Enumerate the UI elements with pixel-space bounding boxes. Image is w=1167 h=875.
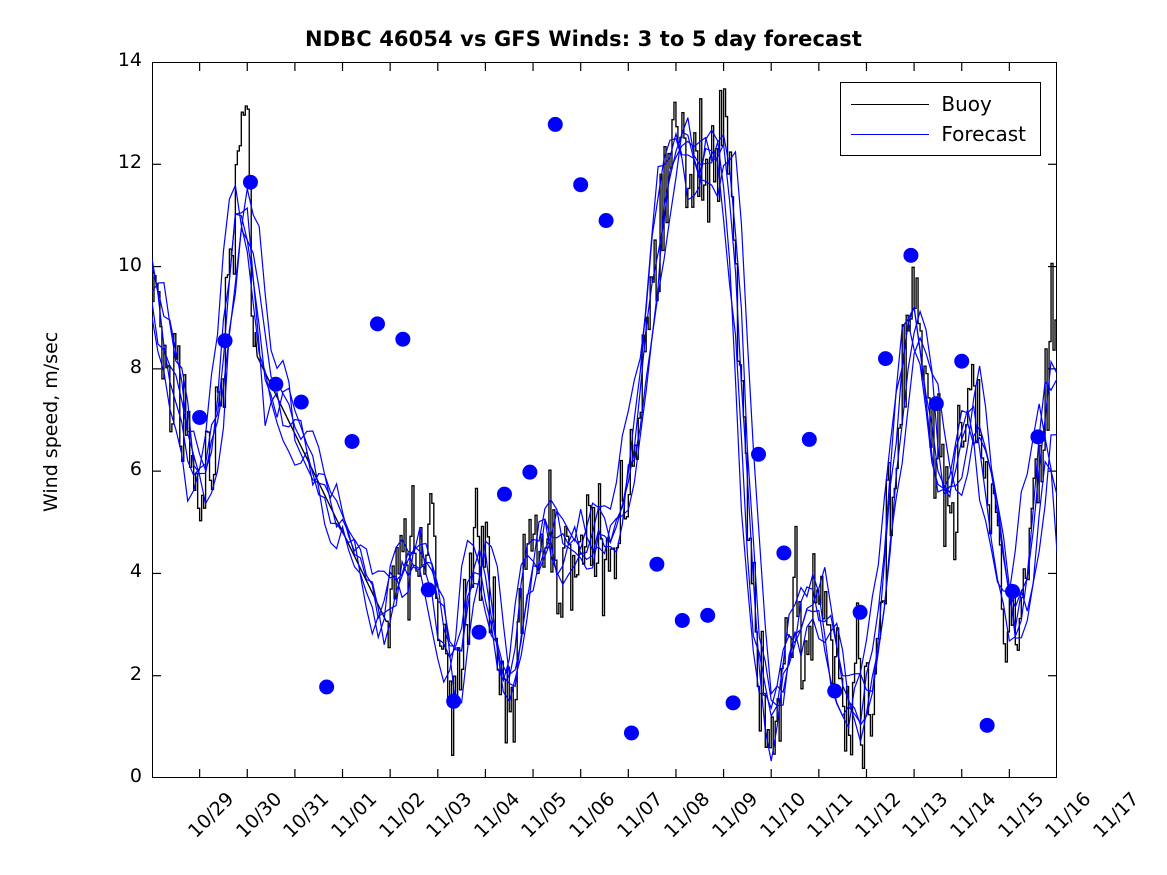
x-tick-label: 11/16 (1041, 788, 1096, 843)
legend-label-buoy: Buoy (941, 92, 992, 116)
legend-swatch-forecast (851, 133, 930, 135)
x-tick-label: 11/14 (946, 788, 1001, 843)
forecast-marker (852, 604, 868, 620)
forecast-marker (776, 545, 792, 561)
legend-label-forecast: Forecast (941, 122, 1026, 146)
x-tick-label: 11/03 (422, 788, 477, 843)
forecast-marker (446, 693, 462, 709)
x-tick-label: 11/17 (1089, 788, 1144, 843)
forecast-marker (369, 316, 385, 332)
x-tick-label: 11/09 (707, 788, 763, 843)
forecast-marker (801, 431, 817, 447)
forecast-marker (1005, 583, 1021, 599)
forecast-marker (979, 717, 995, 733)
legend-item-buoy: Buoy (851, 89, 1026, 119)
x-tick-label: 10/31 (279, 788, 334, 843)
x-tick-label: 11/07 (612, 788, 667, 843)
y-tick-label: 0 (129, 765, 142, 787)
forecast-marker (319, 679, 335, 695)
x-tick-label: 11/15 (993, 788, 1049, 843)
chart-canvas (152, 62, 1057, 778)
legend-item-forecast: Forecast (851, 119, 1026, 149)
series-buoy (152, 88, 1057, 770)
series-forecast (152, 117, 1057, 762)
forecast-marker (573, 177, 589, 193)
forecast-marker (471, 624, 487, 640)
forecast-marker (649, 556, 665, 572)
y-axis-label: Wind speed, m/sec (40, 331, 62, 512)
x-tick-label: 11/05 (517, 788, 572, 843)
forecast-marker (928, 396, 944, 412)
forecast-marker (268, 376, 284, 392)
chart-title: NDBC 46054 vs GFS Winds: 3 to 5 day fore… (304, 27, 863, 51)
y-tick-label: 8 (129, 355, 142, 378)
forecast-marker (725, 695, 741, 711)
forecast-marker (496, 486, 512, 502)
plot-area: Buoy Forecast (152, 62, 1057, 778)
y-tick-label: 4 (129, 560, 142, 583)
forecast-marker (751, 446, 767, 462)
forecast-marker (700, 607, 716, 623)
x-tick-label: 11/10 (755, 788, 810, 843)
y-tick-label: 2 (129, 662, 142, 685)
axes-frame (152, 62, 1057, 778)
forecast-marker (395, 331, 411, 347)
forecast-marker (192, 409, 208, 425)
data-layer (152, 62, 1057, 778)
x-tick-label: 11/13 (898, 788, 953, 843)
x-tick-label: 11/08 (660, 788, 715, 843)
x-tick-label: 11/01 (326, 788, 382, 843)
forecast-marker (344, 433, 360, 449)
forecast-marker (420, 582, 436, 598)
x-tick-label: 11/11 (803, 788, 858, 843)
legend: Buoy Forecast (840, 82, 1041, 156)
forecast-marker (827, 683, 843, 699)
forecast-marker (598, 213, 614, 229)
x-tick-label: 11/06 (565, 788, 620, 843)
forecast-marker (547, 116, 563, 132)
y-tick-label: 12 (117, 151, 142, 174)
y-tick-label: 14 (117, 49, 142, 71)
y-tick-label: 10 (117, 253, 142, 276)
forecast-markers (192, 116, 1046, 741)
forecast-marker (903, 247, 919, 263)
legend-swatch-buoy (851, 103, 930, 105)
forecast-marker (522, 464, 538, 480)
forecast-marker (1030, 429, 1046, 445)
x-tick-label: 10/30 (231, 788, 286, 843)
forecast-marker (242, 174, 258, 190)
x-tick-label: 11/12 (850, 788, 906, 843)
x-tick-label: 11/02 (374, 788, 429, 843)
forecast-marker (623, 725, 639, 741)
y-tick-label: 6 (129, 458, 142, 481)
forecast-marker (217, 333, 233, 349)
forecast-marker (878, 351, 894, 367)
x-tick-label: 11/04 (469, 788, 525, 843)
forecast-marker (293, 394, 309, 410)
x-tick-label: 10/29 (184, 788, 239, 843)
forecast-marker (674, 612, 690, 628)
forecast-marker (954, 353, 970, 369)
